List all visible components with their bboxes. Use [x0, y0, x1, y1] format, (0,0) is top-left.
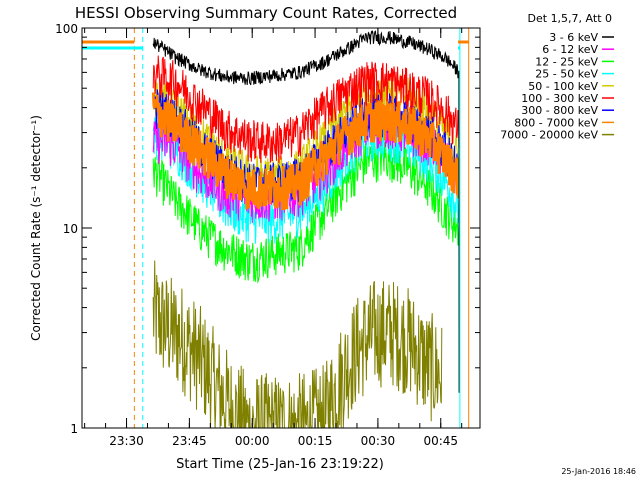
x-tick-label-4: 00:30 — [361, 434, 396, 448]
legend-label-1: 3 - 6 keV — [549, 31, 598, 44]
legend-label-2: 6 - 12 keV — [542, 43, 598, 56]
series-line-3 — [152, 140, 460, 284]
plot-area — [82, 28, 470, 428]
legend-label-4: 25 - 50 keV — [535, 68, 598, 81]
x-tick-label-5: 00:45 — [423, 434, 458, 448]
chart-title: HESSI Observing Summary Count Rates, Cor… — [75, 4, 457, 22]
legend-label-7: 300 - 800 keV — [521, 104, 598, 117]
x-tick-label-1: 23:45 — [172, 434, 207, 448]
series-line-8 — [151, 92, 461, 211]
date-stamp: 25-Jan-2016 18:46 — [561, 467, 636, 476]
x-axis-label: Start Time (25-Jan-16 23:19:22) — [176, 457, 384, 472]
x-tick-label-3: 00:15 — [298, 434, 333, 448]
legend-label-8: 800 - 7000 keV — [514, 116, 598, 129]
series-line-9 — [152, 260, 443, 428]
legend-label-3: 12 - 25 keV — [535, 55, 598, 68]
legend-title: Det 1,5,7, Att 0 — [528, 12, 612, 25]
series-line-1 — [152, 30, 460, 393]
legend-label-9: 7000 - 20000 keV — [500, 129, 598, 142]
legend-label-6: 100 - 300 keV — [521, 92, 598, 105]
axes: 23:30 23:45 00:00 00:15 00:30 00:45 1 10 100 — [55, 22, 481, 448]
y-tick-label-1: 10 — [63, 222, 78, 236]
y-axis-label: Corrected Count Rate (s⁻¹ detector⁻¹) — [29, 115, 43, 341]
legend-label-5: 50 - 100 keV — [528, 80, 598, 93]
y-tick-label-2: 100 — [55, 22, 78, 36]
series-line-6 — [152, 55, 460, 164]
y-tick-label-0: 1 — [70, 422, 78, 436]
x-tick-label-2: 00:00 — [235, 434, 270, 448]
x-tick-label-0: 23:30 — [109, 434, 144, 448]
